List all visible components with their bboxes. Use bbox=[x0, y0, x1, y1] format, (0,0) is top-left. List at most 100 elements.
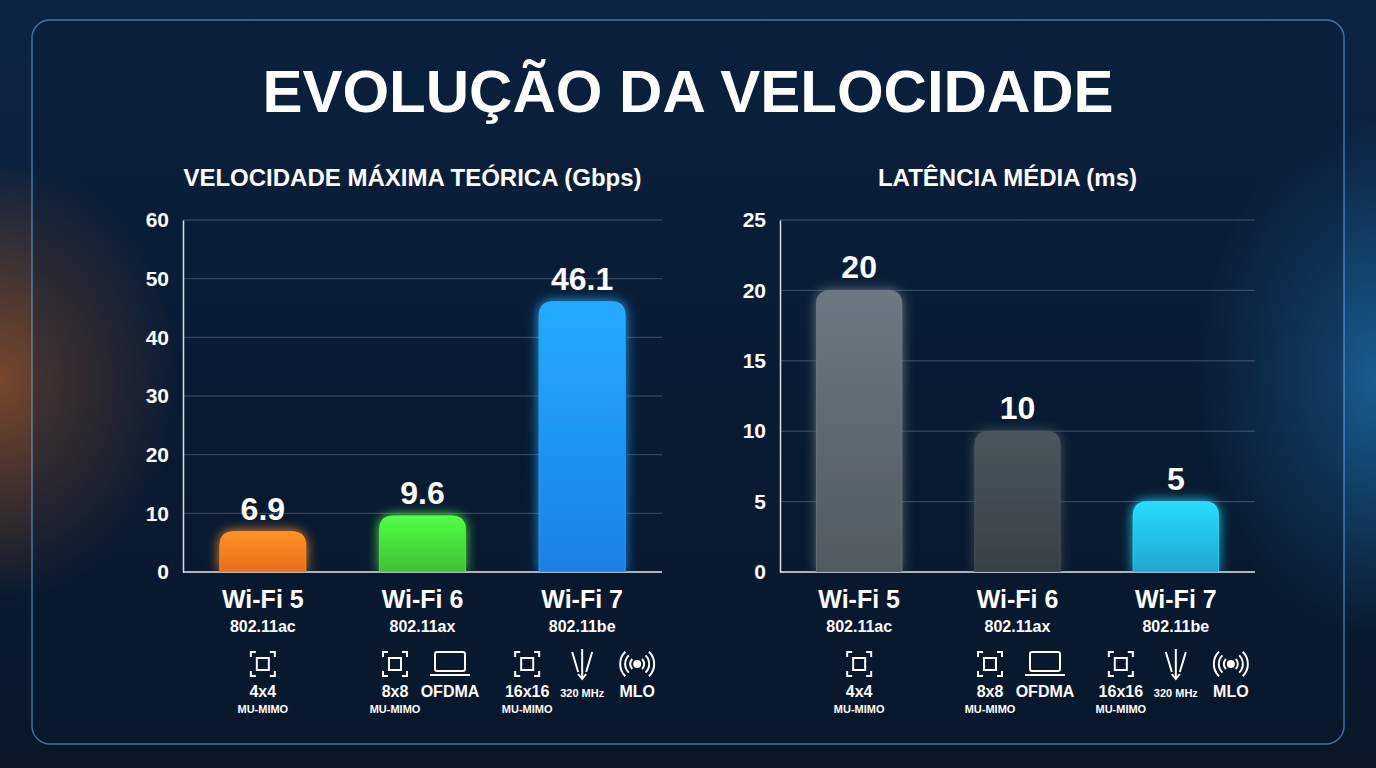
y-tick-label: 10 bbox=[743, 419, 766, 442]
icon-part bbox=[402, 671, 407, 676]
feature-icon bbox=[1214, 652, 1248, 676]
x-tick-label: Wi-Fi 5 bbox=[818, 585, 900, 613]
grid bbox=[780, 220, 1255, 572]
icon-part bbox=[1128, 671, 1133, 676]
grid-line bbox=[780, 220, 1255, 221]
y-tick: 0 bbox=[754, 560, 780, 583]
icon-part bbox=[1115, 658, 1127, 670]
y-axis: 0 5 10 15 20 25 bbox=[743, 208, 781, 583]
y-tick-label: 5 bbox=[754, 490, 766, 513]
icon-part bbox=[534, 671, 539, 676]
icon-part bbox=[646, 655, 650, 672]
chart-panel: VELOCIDADE MÁXIMA TEÓRICA (Gbps)01020304… bbox=[146, 164, 662, 715]
y-axis: 0 10 20 30 40 50 60 bbox=[146, 208, 184, 583]
feature-icon bbox=[430, 652, 470, 675]
icon-part bbox=[1219, 655, 1223, 672]
feature-note: MU-MIMO bbox=[834, 703, 885, 715]
icon-part bbox=[847, 652, 852, 657]
feature-icon bbox=[1109, 652, 1133, 676]
bar bbox=[220, 532, 306, 572]
y-tick: 10 bbox=[146, 502, 183, 525]
icon-part bbox=[1243, 652, 1248, 676]
background bbox=[0, 0, 1376, 768]
feature-label: 16x16 bbox=[505, 683, 550, 700]
chart-root: EVOLUÇÃO DA VELOCIDADEVELOCIDADE MÁXIMA … bbox=[0, 0, 1376, 768]
icon-part bbox=[402, 652, 407, 657]
y-tick-label: 50 bbox=[146, 267, 169, 290]
feature-label: MLO bbox=[619, 683, 655, 700]
icon-part bbox=[620, 652, 625, 676]
icon-part bbox=[853, 658, 865, 670]
y-tick: 30 bbox=[146, 384, 183, 407]
feature-note: MU-MIMO bbox=[370, 703, 421, 715]
feature-label: 8x8 bbox=[977, 683, 1004, 700]
icon-part bbox=[634, 661, 640, 667]
icon-part bbox=[1224, 659, 1226, 669]
icon-part bbox=[1166, 652, 1186, 672]
feature-label: MLO bbox=[1213, 683, 1249, 700]
icon-part bbox=[435, 652, 465, 671]
x-tick-label: Wi-Fi 6 bbox=[382, 585, 464, 613]
icon-part bbox=[625, 655, 629, 672]
data-label: 9.6 bbox=[400, 475, 444, 511]
icon-part bbox=[642, 659, 644, 669]
bars bbox=[816, 290, 1218, 572]
icon-part bbox=[1228, 661, 1234, 667]
y-tick-label: 20 bbox=[146, 443, 169, 466]
icon-part bbox=[997, 671, 1002, 676]
icon-part bbox=[383, 652, 388, 657]
icon-part bbox=[1175, 649, 1177, 679]
y-tick-label: 0 bbox=[754, 560, 766, 583]
y-tick: 15 bbox=[743, 349, 780, 372]
panel-frame bbox=[32, 20, 1344, 744]
icon-part bbox=[1214, 652, 1219, 676]
bar bbox=[1133, 502, 1219, 572]
bar bbox=[975, 431, 1061, 572]
y-tick-label: 10 bbox=[146, 502, 169, 525]
icon-part bbox=[515, 652, 520, 657]
category-detail: 802.11be bbox=[1142, 618, 1209, 635]
category-detail: 802.11be bbox=[549, 618, 616, 635]
feature-label: 16x16 bbox=[1099, 683, 1144, 700]
y-tick: 25 bbox=[743, 208, 780, 231]
x-tick-label: Wi-Fi 5 bbox=[222, 585, 304, 613]
category-detail: 802.11ac bbox=[230, 618, 296, 635]
feature-icon bbox=[1025, 652, 1065, 675]
feature-note: 320 MHz bbox=[1154, 687, 1199, 699]
feature-label: 4x4 bbox=[249, 683, 276, 700]
y-tick-label: 0 bbox=[157, 560, 169, 583]
feature-icon bbox=[383, 652, 407, 676]
category-detail: 802.11ac bbox=[826, 618, 892, 635]
y-tick: 40 bbox=[146, 326, 183, 349]
y-tick: 0 bbox=[157, 560, 183, 583]
icon-part bbox=[389, 658, 401, 670]
feature-icon bbox=[978, 652, 1002, 676]
icon-part bbox=[251, 652, 256, 657]
y-tick: 60 bbox=[146, 208, 183, 231]
y-tick-label: 15 bbox=[743, 349, 767, 372]
y-tick-label: 20 bbox=[743, 279, 766, 302]
feature-icon bbox=[620, 652, 654, 676]
icon-part bbox=[581, 649, 583, 679]
grid-line bbox=[183, 220, 662, 221]
icon-part bbox=[978, 652, 983, 657]
icon-part bbox=[630, 659, 632, 669]
feature-label: OFDMA bbox=[421, 683, 480, 700]
y-tick-label: 40 bbox=[146, 326, 169, 349]
chart-title: LATÊNCIA MÉDIA (ms) bbox=[878, 164, 1137, 191]
feature-label: OFDMA bbox=[1016, 683, 1075, 700]
bar bbox=[379, 516, 465, 572]
bars bbox=[220, 302, 626, 572]
y-tick: 5 bbox=[754, 490, 780, 513]
icon-part bbox=[251, 671, 256, 676]
chart-panel: LATÊNCIA MÉDIA (ms) 0 5 10 15 20 2520 10 5 Wi-Fi … bbox=[743, 164, 1255, 715]
data-label: 10 bbox=[1000, 390, 1036, 426]
icon-part bbox=[1172, 674, 1180, 679]
feature-label: 8x8 bbox=[382, 683, 409, 700]
y-tick: 20 bbox=[146, 443, 183, 466]
feature-icon bbox=[847, 652, 871, 676]
icon-part bbox=[521, 658, 533, 670]
data-label: 6.9 bbox=[241, 491, 285, 527]
bar bbox=[539, 302, 625, 572]
axis-line bbox=[780, 221, 782, 573]
